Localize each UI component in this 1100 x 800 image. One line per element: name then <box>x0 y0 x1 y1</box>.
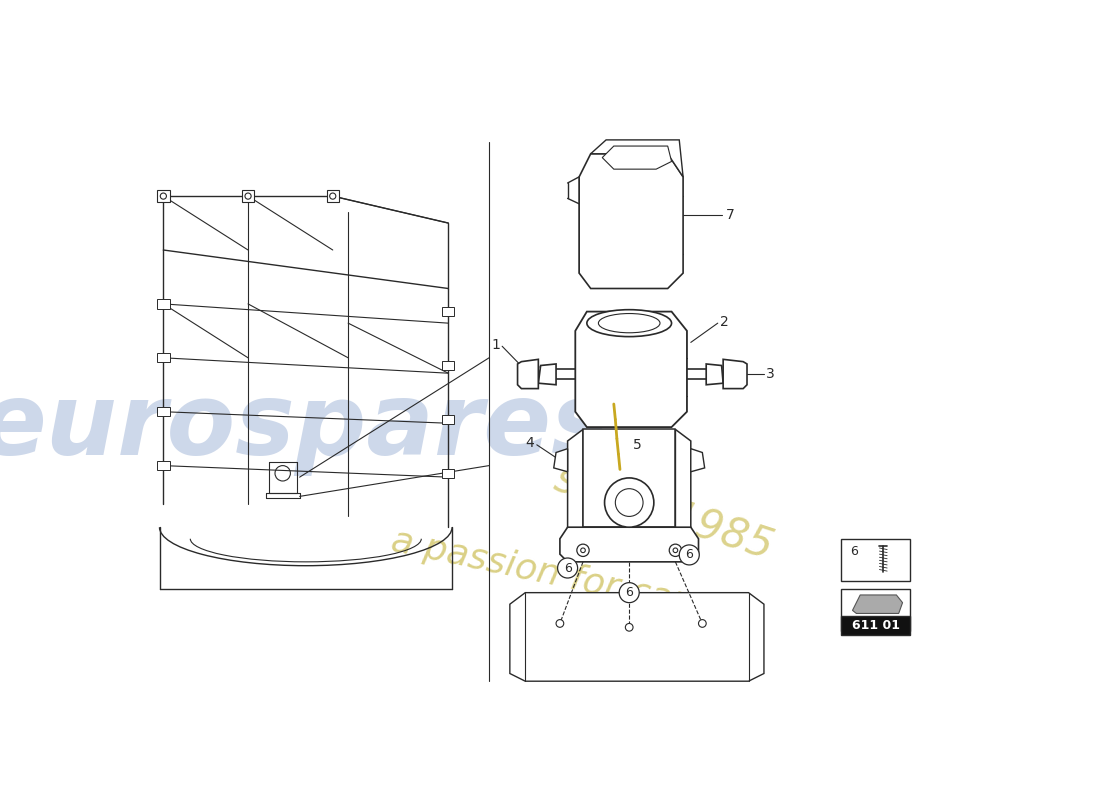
Bar <box>242 190 254 202</box>
Bar <box>157 353 169 362</box>
Bar <box>157 299 169 309</box>
Text: 5: 5 <box>632 438 641 452</box>
Polygon shape <box>517 359 538 389</box>
Text: 1: 1 <box>491 338 499 352</box>
Circle shape <box>330 193 336 199</box>
Polygon shape <box>560 527 698 562</box>
Circle shape <box>605 478 653 527</box>
Bar <box>442 414 454 424</box>
Polygon shape <box>603 146 671 169</box>
Bar <box>327 190 339 202</box>
Bar <box>157 407 169 416</box>
Text: 6: 6 <box>685 549 693 562</box>
Bar <box>442 307 454 316</box>
Polygon shape <box>575 312 686 427</box>
Polygon shape <box>510 593 763 682</box>
Bar <box>842 589 911 631</box>
Circle shape <box>557 620 564 627</box>
Circle shape <box>245 193 251 199</box>
Polygon shape <box>852 595 902 614</box>
Bar <box>842 616 911 635</box>
Text: 6: 6 <box>563 562 572 574</box>
Text: eurospares: eurospares <box>0 378 610 475</box>
Text: 4: 4 <box>526 436 535 450</box>
Text: 611 01: 611 01 <box>851 619 900 632</box>
Circle shape <box>576 544 590 557</box>
Circle shape <box>558 558 578 578</box>
Text: a passion for cars: a passion for cars <box>388 523 708 623</box>
Polygon shape <box>538 364 556 385</box>
Polygon shape <box>568 430 583 538</box>
Polygon shape <box>706 364 723 385</box>
Circle shape <box>161 193 166 199</box>
Bar <box>157 190 169 202</box>
Circle shape <box>619 582 639 602</box>
Text: 2: 2 <box>720 314 729 329</box>
Bar <box>842 538 911 581</box>
Circle shape <box>581 548 585 553</box>
Polygon shape <box>583 430 675 527</box>
Circle shape <box>625 623 634 631</box>
Text: 7: 7 <box>726 208 734 222</box>
Polygon shape <box>580 154 683 289</box>
Circle shape <box>673 548 678 553</box>
Polygon shape <box>691 449 705 472</box>
Polygon shape <box>591 140 683 177</box>
Polygon shape <box>675 430 691 538</box>
Circle shape <box>669 544 682 557</box>
Circle shape <box>615 489 644 517</box>
Bar <box>442 361 454 370</box>
Bar <box>157 461 169 470</box>
Circle shape <box>698 620 706 627</box>
Text: 6: 6 <box>850 546 858 558</box>
Ellipse shape <box>587 310 671 337</box>
Text: 3: 3 <box>767 367 775 381</box>
Bar <box>442 469 454 478</box>
Text: since 1985: since 1985 <box>549 457 779 567</box>
Ellipse shape <box>598 314 660 333</box>
Polygon shape <box>723 359 747 389</box>
Text: 6: 6 <box>625 586 634 599</box>
Circle shape <box>680 545 700 565</box>
Polygon shape <box>553 449 568 472</box>
